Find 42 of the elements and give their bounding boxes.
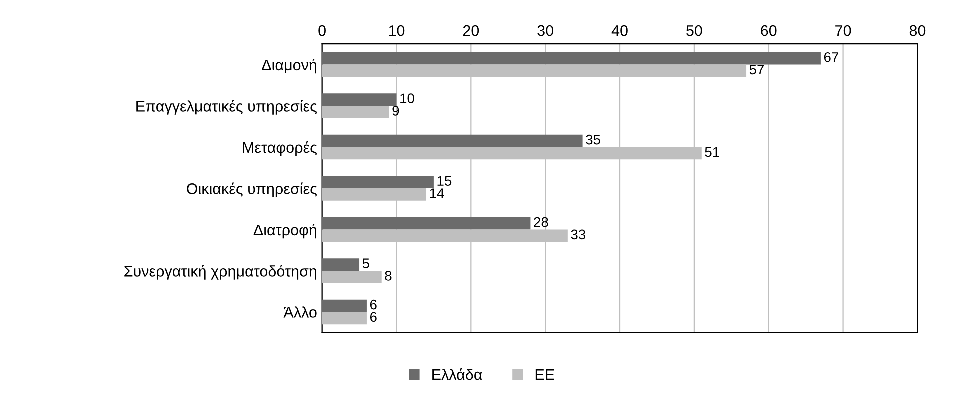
data-label: 28	[534, 217, 548, 228]
data-label: 9	[392, 106, 400, 116]
bar	[322, 134, 583, 148]
data-label: 14	[430, 188, 444, 198]
x-tick-label: 20	[463, 25, 480, 36]
data-label: 51	[705, 147, 720, 158]
x-tick-label: 10	[389, 25, 405, 36]
legend-label: ΕΕ	[536, 370, 554, 380]
bar	[322, 217, 531, 230]
bar	[322, 176, 434, 188]
data-label: 15	[438, 176, 452, 186]
bar	[322, 94, 397, 106]
x-tick-label: 70	[836, 25, 852, 36]
bar	[322, 106, 390, 118]
legend-label: Ελλάδα	[432, 368, 482, 380]
bar	[322, 270, 382, 284]
y-tick-label: Άλλο	[284, 306, 317, 318]
x-tick-label: 80	[910, 25, 926, 36]
data-label: 6	[370, 312, 377, 322]
bar	[322, 312, 367, 325]
bar	[322, 300, 367, 312]
x-tick-label: 60	[761, 25, 777, 36]
x-tick-label: 0	[318, 25, 326, 36]
x-tick-label: 50	[686, 25, 702, 36]
y-tick-label: Συνεργατική χρηματοδότηση	[124, 265, 316, 280]
data-label: 67	[824, 52, 838, 62]
y-tick-label: Μεταφορές	[243, 141, 317, 156]
x-tick-label: 40	[612, 25, 628, 36]
data-label: 6	[370, 300, 377, 310]
y-tick-label: Διαμονή	[262, 58, 316, 74]
bar	[322, 52, 821, 65]
y-tick-label: Διατροφή	[254, 224, 316, 239]
x-tick-label: 30	[538, 25, 554, 36]
y-tick-label: Επαγγελματικές υπηρεσίες	[136, 100, 317, 115]
data-label: 5	[362, 258, 370, 269]
data-label: 8	[385, 271, 392, 281]
bar	[322, 258, 360, 271]
data-label: 33	[571, 230, 586, 240]
data-label: 35	[586, 134, 600, 145]
y-tick-label: Οικιακές υπηρεσίες	[187, 182, 317, 198]
data-label: 57	[750, 64, 764, 75]
data-label: 10	[400, 94, 414, 104]
